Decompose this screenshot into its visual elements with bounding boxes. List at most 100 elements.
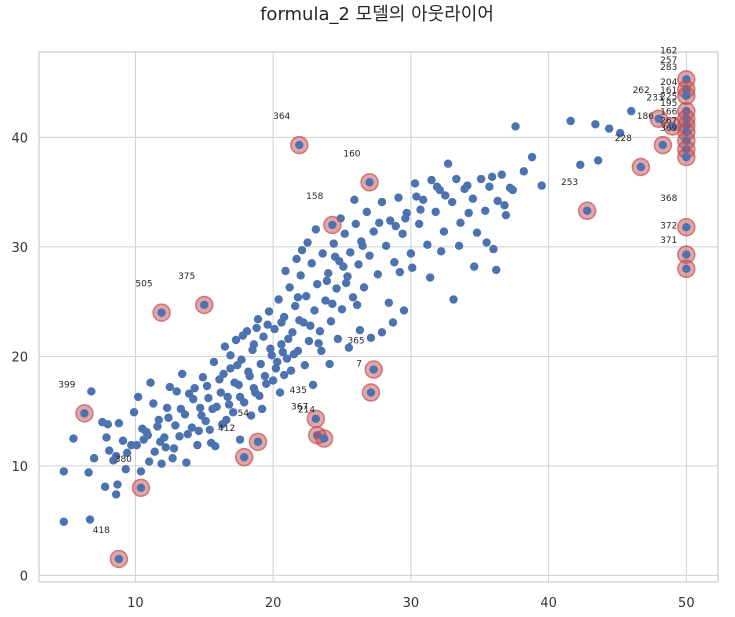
data-point [487,172,497,182]
data-point [321,296,330,305]
data-point [350,195,359,205]
data-point [340,229,349,238]
y-tick-label: 10 [11,460,28,475]
data-point [333,334,343,344]
data-point [164,413,173,422]
data-point [593,156,603,165]
data-point [604,124,614,133]
x-tick-label: 40 [540,596,557,611]
data-point [69,434,78,443]
data-point [324,268,333,278]
outlier-label: 267 [660,116,677,126]
data-point [105,446,114,455]
x-tick-label: 50 [678,596,695,611]
data-point [519,167,529,176]
data-point [348,293,358,302]
data-point [497,170,506,179]
data-point [157,459,166,468]
data-point [485,182,494,191]
data-point [204,393,213,403]
data-point [114,419,124,428]
data-point [419,195,428,205]
outlier-point [682,250,691,259]
data-point [391,221,400,231]
outlier-label: 418 [93,526,110,536]
outlier-point [200,300,209,310]
data-point [111,451,121,461]
data-point [205,425,214,434]
data-point [443,159,453,168]
outlier-label: 367 [291,402,308,412]
data-point [282,354,292,363]
data-point [149,399,158,408]
data-point [358,241,367,251]
data-point [133,392,143,402]
data-point [399,306,409,315]
outlier-point [319,434,329,443]
outlier-label: 195 [660,99,677,109]
data-point [493,196,502,206]
data-point [267,351,276,360]
data-point [292,254,301,264]
data-point [303,238,312,247]
outlier-label: 371 [660,236,677,246]
data-point [268,376,278,385]
outlier-label: 399 [58,380,75,390]
data-point [270,324,279,334]
data-point [377,197,387,207]
data-point [425,273,435,282]
data-point [277,340,286,349]
data-point [616,128,625,138]
outlier-label: 253 [561,178,578,188]
data-point [464,208,473,218]
outlier-label: 186 [637,112,654,122]
data-point [346,248,355,257]
data-point [172,387,181,396]
data-point [463,181,472,190]
data-point [209,357,219,367]
plot-frame [38,51,719,583]
outlier-point [295,140,304,150]
chart-title: formula_2 모델의 아웃라이어 [260,4,494,25]
data-point [271,364,281,373]
data-point [377,328,387,337]
data-point [344,343,354,352]
data-point [244,367,253,376]
data-point [297,246,307,255]
data-point [412,192,421,201]
outlier-point [311,414,321,424]
data-point [222,415,231,425]
data-point [527,152,537,162]
data-point [398,229,407,238]
data-point [249,383,259,393]
data-point [224,400,234,409]
data-point [468,194,478,203]
outlier-point [328,220,337,230]
data-point [355,325,365,335]
outlier-label: 158 [306,192,323,202]
data-point [168,454,177,463]
data-point [226,351,235,360]
data-point [286,366,296,375]
data-point [169,444,179,453]
data-point [219,369,228,379]
data-point [362,207,371,217]
data-point [315,327,325,336]
data-point [365,251,374,260]
data-point [220,342,230,351]
data-point [441,191,450,200]
data-point [325,359,334,369]
data-point [352,300,362,310]
data-point [150,447,159,456]
data-point [257,404,267,414]
data-point [384,298,394,307]
data-point [410,179,420,188]
data-point [175,432,184,441]
data-point [146,378,155,387]
data-point [537,181,546,190]
data-point [235,435,245,444]
outlier-point [136,483,146,493]
data-point [366,333,376,343]
data-point [143,431,153,440]
data-point [182,458,191,467]
